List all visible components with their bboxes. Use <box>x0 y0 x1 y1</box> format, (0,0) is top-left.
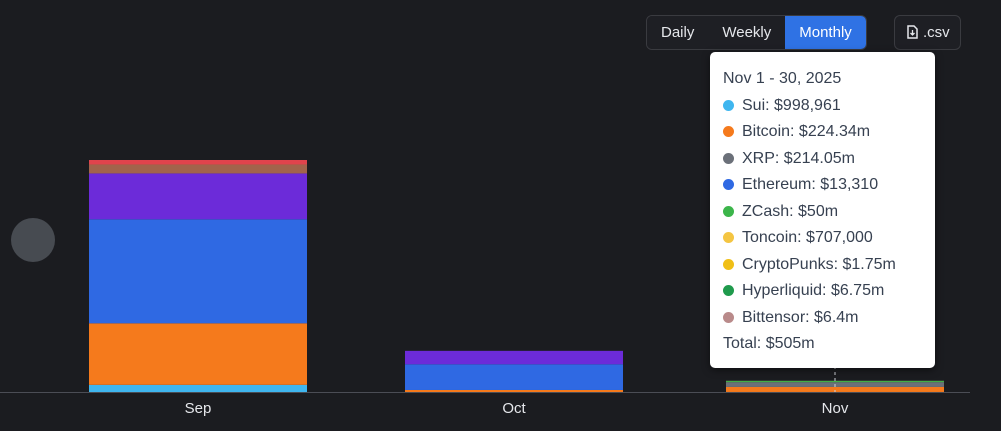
tooltip-row: Sui: $998,961 <box>723 93 935 120</box>
period-button[interactable]: Weekly <box>708 16 786 49</box>
series-value: $6.75m <box>830 282 885 299</box>
series-value: $50m <box>798 202 839 220</box>
bar-segment <box>726 386 944 392</box>
total-value: $505m <box>765 335 815 352</box>
series-value: $6.4m <box>814 308 859 326</box>
tooltip-row: Bittensor: $6.4m <box>723 305 935 332</box>
series-name: ZCash <box>742 202 790 220</box>
tooltip-total: Total: $505m <box>723 335 815 352</box>
bar-segment <box>405 364 623 390</box>
total-label: Total <box>723 335 757 352</box>
tooltip-row: Bitcoin: $224.34m <box>723 119 935 146</box>
bar-segment <box>89 384 307 392</box>
legend-dot <box>723 205 734 217</box>
bar-segment <box>405 389 623 392</box>
legend-dot <box>723 232 734 243</box>
series-name: Hyperliquid <box>742 282 823 299</box>
tooltip-row: Hyperliquid: $6.75m <box>723 278 935 305</box>
period-toggle: Daily Weekly Monthly <box>646 15 867 50</box>
series-value: $214.05m <box>783 149 855 167</box>
series-name: Bitcoin <box>742 123 791 140</box>
bar-segment <box>89 160 307 165</box>
tooltip-title: Nov 1 - 30, 2025 <box>723 70 842 87</box>
watermark-logo <box>11 218 55 262</box>
csv-label: .csv <box>923 24 950 41</box>
bar-segment <box>89 173 307 220</box>
legend-dot <box>723 152 734 164</box>
legend-dot <box>723 285 734 296</box>
x-tick-label: Oct <box>502 400 526 417</box>
series-name: Toncoin <box>742 229 798 246</box>
bar-segment <box>726 381 944 383</box>
legend-dot <box>723 179 734 190</box>
bar-segment <box>89 219 307 324</box>
bar-segment <box>405 350 623 365</box>
series-value: $224.34m <box>798 123 871 140</box>
csv-button[interactable]: .csv <box>894 15 961 50</box>
legend-dot <box>723 126 734 137</box>
tooltip: Nov 1 - 30, 2025 Sui: $998,961 Bitcoin: $… <box>710 52 935 368</box>
series-value: $1.75m <box>842 255 896 273</box>
tooltip-row: Toncoin: $707,000 <box>723 225 935 252</box>
tooltip-row: CryptoPunks: $1.75m <box>723 252 935 279</box>
tooltip-row: ZCash: $50m <box>723 199 935 226</box>
series-name: Sui <box>742 96 766 114</box>
series-value: $707,000 <box>806 229 873 246</box>
bar-segment <box>89 323 307 385</box>
watermark <box>11 218 55 262</box>
legend-dot <box>723 258 734 270</box>
x-tick-label: Sep <box>185 400 212 417</box>
legend-dot <box>723 311 734 323</box>
download-icon <box>907 25 918 39</box>
tooltip-row: Ethereum: $13,310 <box>723 172 935 199</box>
series-value: $998,961 <box>774 96 841 114</box>
legend-dot <box>723 99 734 111</box>
bar-segment <box>89 164 307 174</box>
series-name: XRP <box>742 149 775 167</box>
series-name: Bittensor <box>742 308 806 326</box>
period-button[interactable]: Daily <box>647 16 709 49</box>
x-tick-label: Nov <box>822 400 849 417</box>
series-name: CryptoPunks <box>742 255 834 273</box>
period-button[interactable]: Monthly <box>785 16 866 49</box>
series-value: $13,310 <box>820 176 879 193</box>
series-name: Ethereum <box>742 176 812 193</box>
tooltip-row: XRP: $214.05m <box>723 146 935 173</box>
